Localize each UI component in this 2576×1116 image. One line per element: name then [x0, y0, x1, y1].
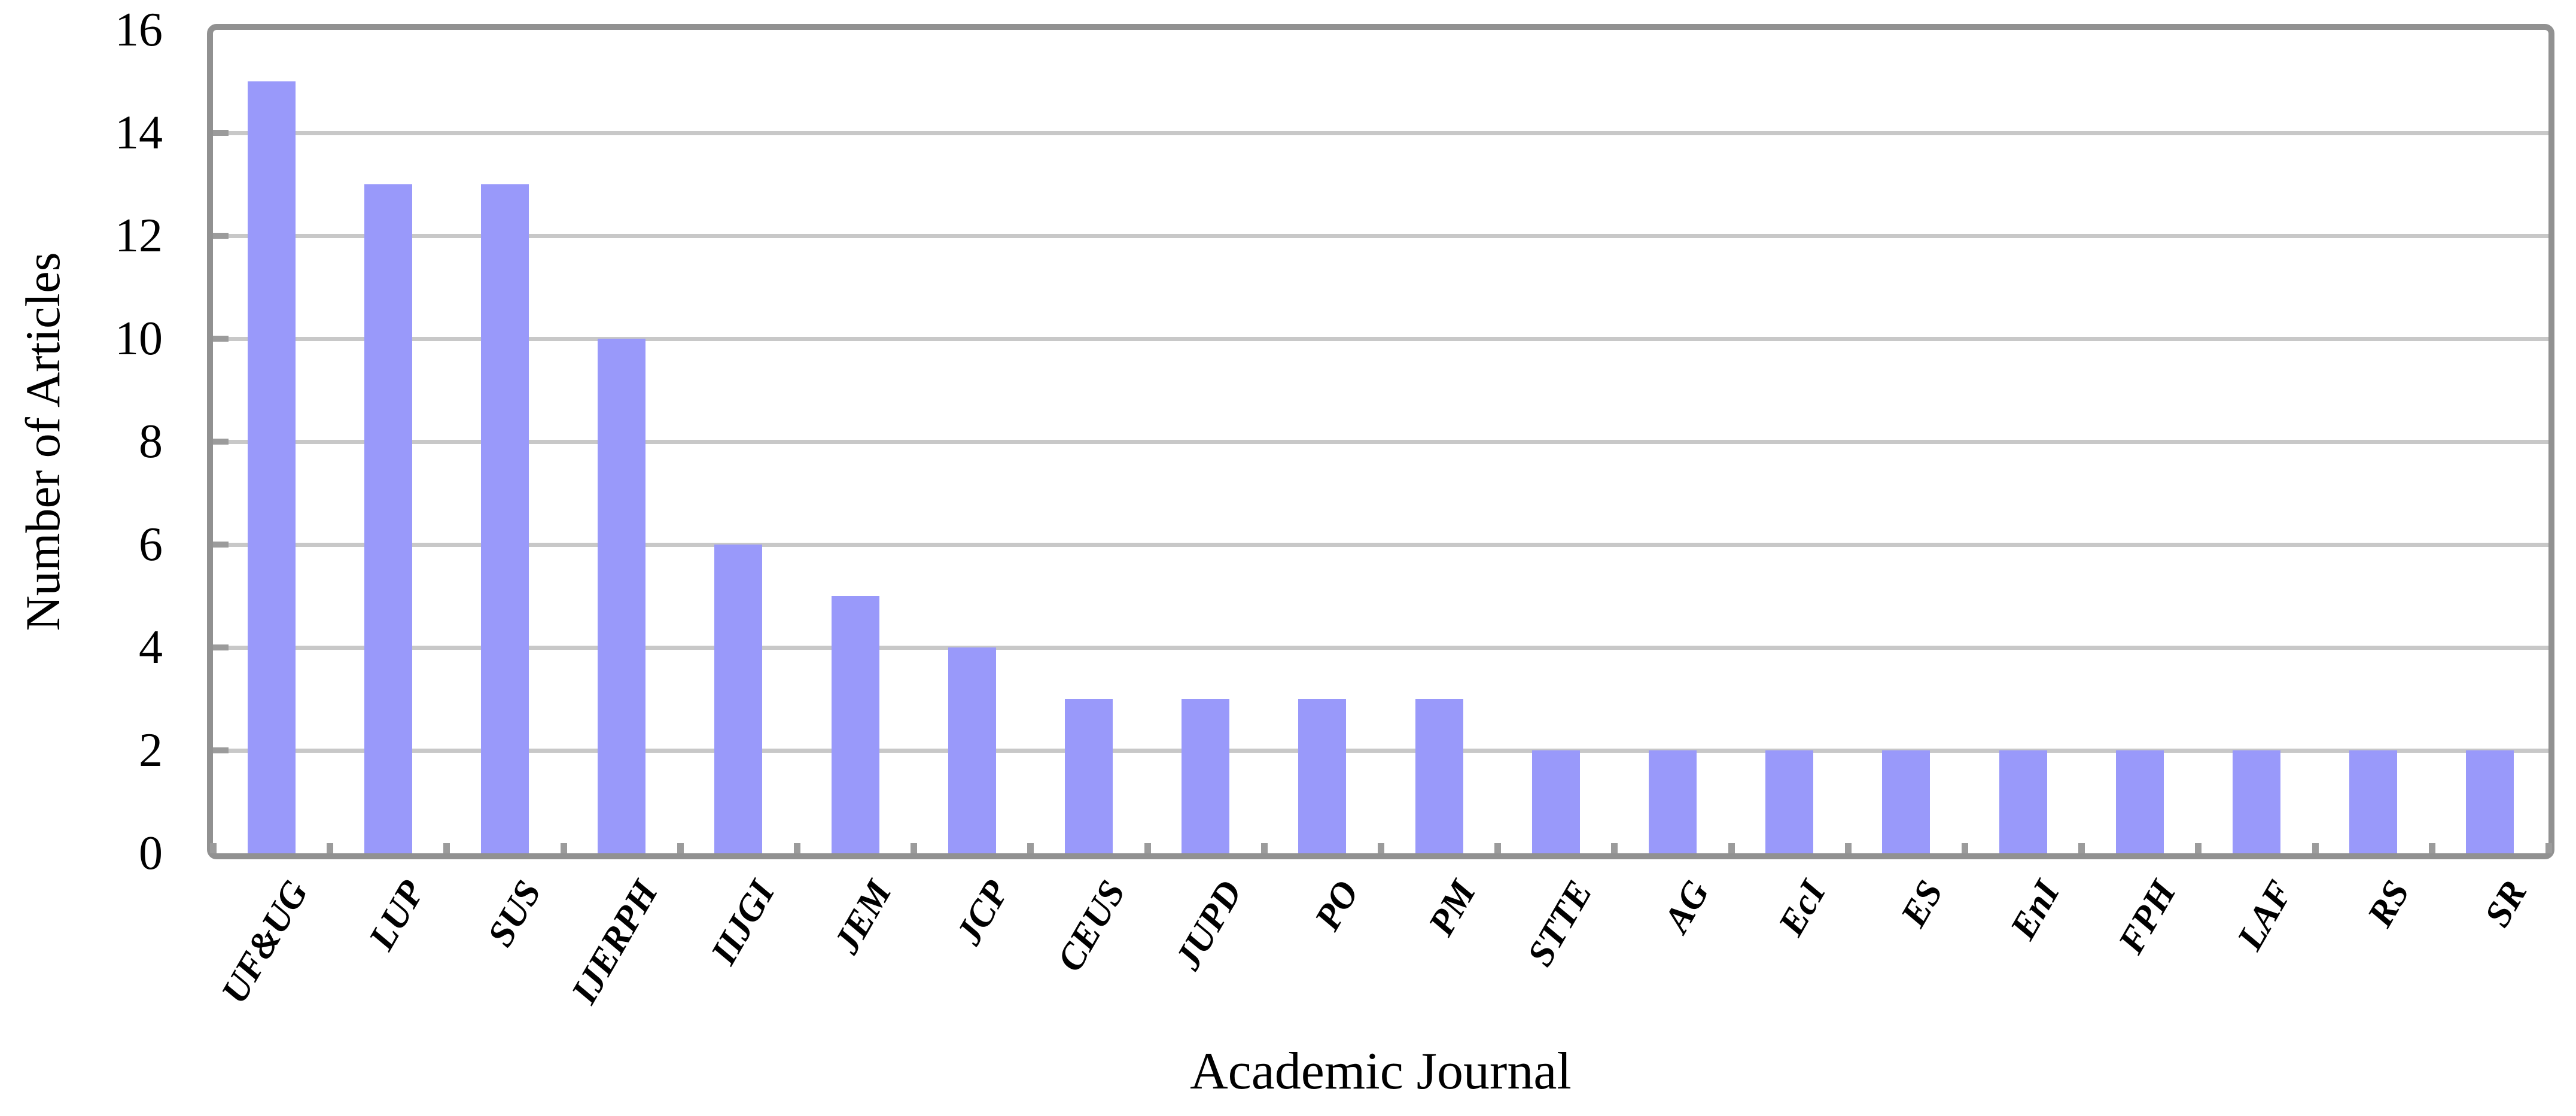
bar: [481, 184, 529, 853]
y-tick-label: 4: [139, 621, 163, 674]
bar: [1649, 750, 1697, 853]
bar: [1765, 750, 1814, 853]
gridline: [213, 543, 2548, 547]
gridline: [213, 440, 2548, 444]
x-tick-mark: [2195, 843, 2202, 853]
x-tick-label: ES: [1892, 874, 1951, 934]
y-tick-mark: [213, 336, 229, 342]
x-tick-label: LAF: [2230, 874, 2301, 957]
plot-area: [207, 24, 2554, 859]
x-tick-mark: [677, 843, 684, 853]
x-tick-label: JCP: [948, 874, 1017, 951]
gridline: [213, 749, 2548, 753]
x-tick-label: IIJGI: [703, 874, 783, 971]
bar: [1531, 750, 1580, 853]
x-tick-mark: [327, 843, 334, 853]
y-tick-label: 6: [139, 518, 163, 571]
bar: [2233, 750, 2280, 853]
bar: [948, 647, 996, 853]
x-tick-mark: [1144, 843, 1151, 853]
x-tick-label: JEM: [826, 874, 900, 960]
y-tick-mark: [213, 542, 229, 548]
x-tick-mark: [210, 843, 217, 853]
y-tick-mark: [213, 130, 229, 136]
y-tick-label: 12: [115, 209, 163, 262]
x-tick-mark: [2428, 843, 2435, 853]
x-tick-label: STTE: [1520, 874, 1601, 973]
x-tick-label: UF&UG: [214, 874, 316, 1011]
x-tick-label: FPH: [2111, 874, 2185, 960]
x-tick-mark: [1378, 843, 1384, 853]
x-tick-mark: [1494, 843, 1502, 853]
x-tick-mark: [2545, 843, 2552, 853]
bar: [1999, 750, 2047, 853]
x-tick-label: SR: [2476, 874, 2535, 934]
y-tick-label: 0: [139, 827, 163, 880]
bar: [247, 81, 296, 853]
x-tick-mark: [1962, 843, 1968, 853]
x-tick-label: EnI: [2002, 874, 2068, 947]
bar: [598, 339, 646, 853]
gridline: [213, 234, 2548, 238]
x-tick-label: RS: [2359, 874, 2418, 934]
x-tick-mark: [794, 843, 800, 853]
x-tick-mark: [1611, 843, 1618, 853]
y-tick-label: 2: [139, 724, 163, 777]
x-tick-label: JUPD: [1167, 874, 1250, 977]
x-tick-mark: [1728, 843, 1735, 853]
gridline: [213, 337, 2548, 341]
y-tick-mark: [213, 439, 229, 445]
x-tick-mark: [1027, 843, 1034, 853]
bar: [1065, 699, 1113, 853]
y-tick-mark: [213, 233, 229, 239]
y-tick-label: 8: [139, 415, 163, 468]
bar: [364, 184, 412, 853]
y-tick-label: 16: [115, 4, 163, 56]
bar: [714, 545, 763, 853]
gridline: [213, 131, 2548, 135]
x-tick-label: AG: [1656, 874, 1718, 939]
x-tick-label: LUP: [361, 874, 433, 957]
x-tick-label: CEUS: [1049, 874, 1134, 978]
x-tick-mark: [1260, 843, 1268, 853]
x-tick-label: PM: [1420, 874, 1484, 943]
x-axis-title: Academic Journal: [1190, 1042, 1572, 1100]
gridline: [213, 646, 2548, 650]
y-tick-mark: [213, 644, 229, 650]
bar: [2349, 750, 2398, 853]
x-tick-mark: [911, 843, 918, 853]
x-tick-mark: [1844, 843, 1852, 853]
bar: [2115, 750, 2164, 853]
x-tick-label: PO: [1307, 874, 1367, 938]
bar: [831, 596, 879, 853]
x-tick-mark: [2312, 843, 2319, 853]
x-tick-mark: [560, 843, 567, 853]
x-tick-label: IJERPH: [564, 874, 666, 1011]
x-tick-label: EcI: [1771, 874, 1834, 943]
x-tick-mark: [2078, 843, 2085, 853]
bar: [1415, 699, 1463, 853]
bar: [1882, 750, 1931, 853]
x-tick-label: SUS: [480, 874, 550, 954]
y-tick-mark: [213, 747, 229, 753]
bar: [2466, 750, 2514, 853]
y-tick-label: 14: [115, 107, 163, 159]
bar: [1182, 699, 1230, 853]
x-tick-mark: [443, 843, 450, 853]
y-tick-label: 10: [115, 312, 163, 365]
bar: [1298, 699, 1347, 853]
